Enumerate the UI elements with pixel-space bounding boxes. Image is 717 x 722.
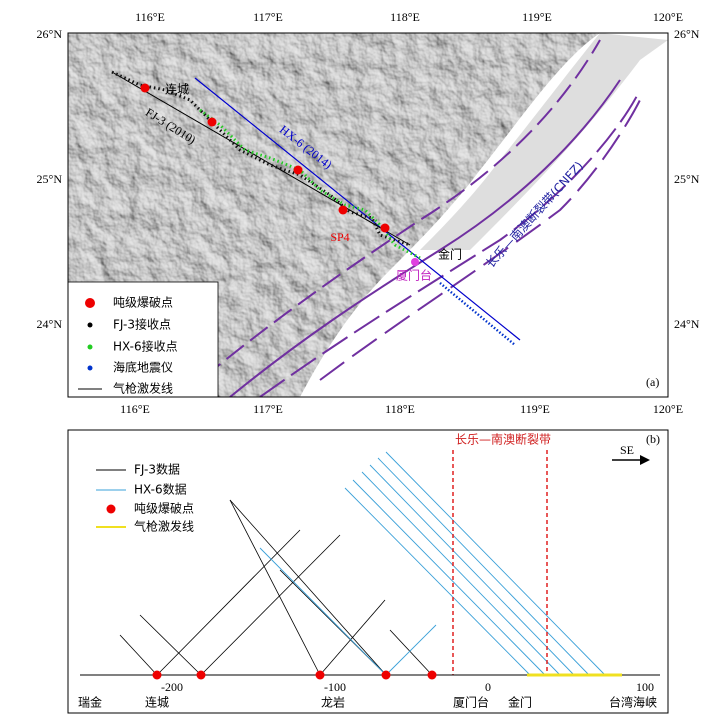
lon-label: 117°E (253, 10, 283, 24)
lat-labels: 26°N 25°N 24°N 26°N 25°N 24°N (37, 27, 700, 331)
hx6-rays (259, 451, 606, 676)
axis-tick-label: -100 (324, 680, 346, 694)
axis-tick-label: 0 (485, 680, 491, 694)
direction-label: SE (620, 443, 634, 457)
legend-marker (106, 504, 116, 514)
shots (140, 83, 390, 233)
place-label: 瑞金 (78, 695, 102, 710)
legend-marker (87, 322, 93, 328)
axis-tick-label: -200 (161, 680, 183, 694)
lon-label: 118°E (385, 402, 415, 416)
legend-label: 气枪激发线 (134, 519, 194, 534)
lat-label: 24°N (674, 317, 700, 331)
place-label: 金门 (508, 695, 532, 710)
lat-label: 24°N (37, 317, 63, 331)
lat-label: 26°N (37, 27, 63, 41)
map-panel: 吨级爆破点 FJ-3接收点 HX-6接收点 海底地震仪 气枪激发线 连城 FJ-… (37, 10, 700, 416)
legend-label: 吨级爆破点 (113, 295, 173, 310)
obs-line (439, 282, 516, 346)
place-label: 连城 (145, 695, 169, 710)
profile-frame (67, 429, 669, 714)
place-label: 台湾海峡 (609, 695, 657, 710)
axis-tick-label: 100 (636, 680, 654, 694)
place-label: 龙岩 (321, 695, 345, 710)
coast-shelf (420, 33, 668, 250)
legend-marker (87, 344, 93, 350)
faults (179, 39, 641, 397)
lon-label: 119°E (520, 402, 550, 416)
legend-marker (85, 298, 95, 308)
fault-lines (452, 450, 548, 675)
lon-labels: 116°E 117°E 118°E 119°E 120°E 116°E 117°… (120, 10, 683, 416)
shot-label: SP4 (330, 230, 349, 244)
map-frame (67, 32, 669, 398)
panel-label: (b) (646, 432, 660, 446)
station-label: 厦门台 (396, 268, 432, 283)
place-label: 连城 (165, 82, 189, 97)
lat-label: 25°N (37, 172, 63, 186)
legend-label: HX-6接收点 (113, 339, 178, 354)
lon-label: 120°E (653, 10, 683, 24)
lon-label: 116°E (135, 10, 165, 24)
place-label: 金门 (438, 247, 462, 262)
legend-marker (87, 365, 93, 371)
lon-label: 119°E (522, 10, 552, 24)
legend-label: FJ-3接收点 (113, 317, 171, 332)
lon-label: 118°E (390, 10, 420, 24)
fj3-rays (119, 499, 433, 676)
legend-label: 气枪激发线 (113, 381, 173, 396)
legend-label: 吨级爆破点 (134, 501, 194, 516)
fj3-receivers (111, 70, 411, 247)
legend-label: HX-6数据 (134, 482, 187, 497)
lon-label: 117°E (253, 402, 283, 416)
fault-label: 长乐—南澳断裂带 (455, 432, 551, 447)
legend-label: 海底地震仪 (113, 360, 173, 375)
lat-label: 26°N (674, 27, 700, 41)
profile-panel: SE (b) 长乐—南澳断裂带 FJ-3数据 HX-6数据 吨级爆破点 气枪激发… (67, 429, 669, 714)
legend-label: FJ-3数据 (134, 462, 180, 477)
place-label: 厦门台 (453, 695, 489, 710)
xiamen-station (411, 258, 419, 266)
direction-arrow-head (640, 455, 650, 465)
lon-label: 120°E (653, 402, 683, 416)
panel-label: (a) (646, 375, 659, 389)
profile-shots (152, 670, 437, 680)
lat-label: 25°N (674, 172, 700, 186)
lon-label: 116°E (120, 402, 150, 416)
